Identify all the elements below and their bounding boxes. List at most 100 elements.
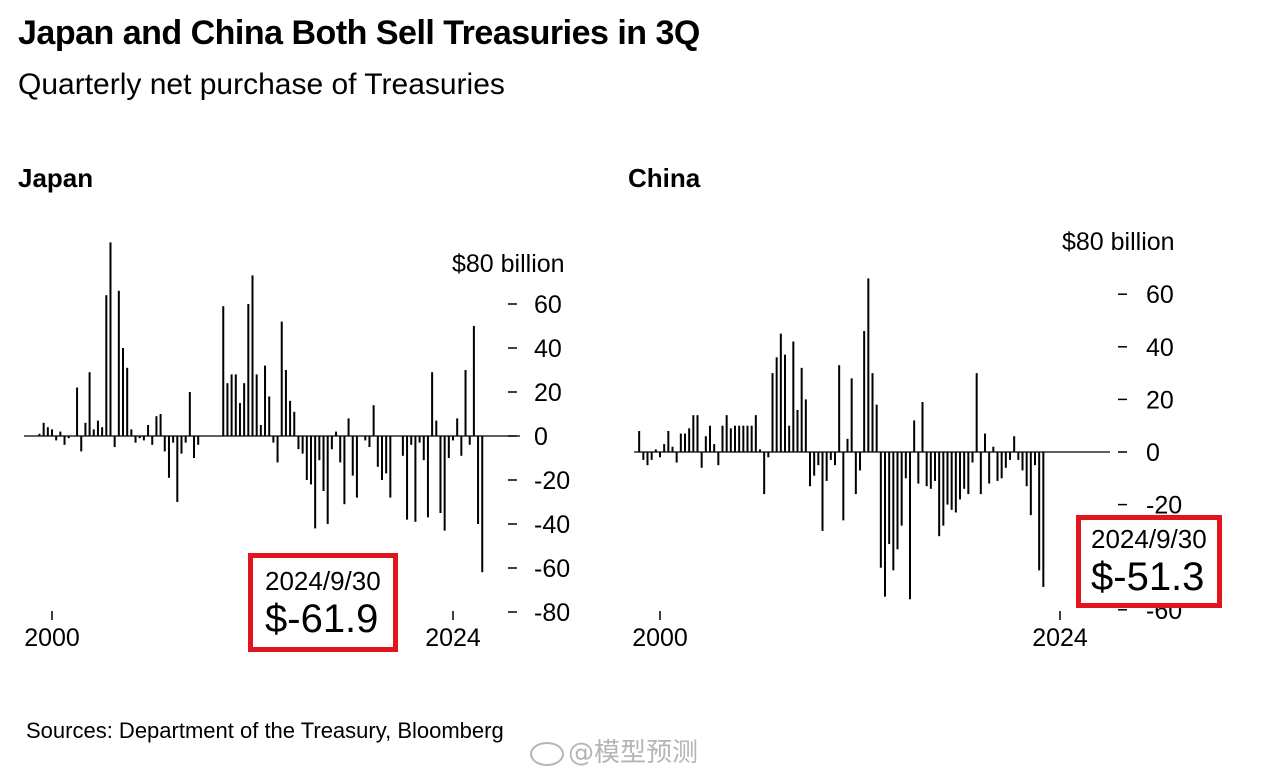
- japan-bar: [184, 436, 187, 443]
- japan-bar: [130, 429, 133, 436]
- japan-bar: [297, 436, 300, 450]
- weibo-icon: [530, 741, 564, 766]
- japan-bar: [51, 429, 53, 436]
- japan-bar: [418, 436, 421, 443]
- china-bar: [854, 452, 857, 495]
- japan-bar: [46, 427, 49, 436]
- china-bar: [946, 452, 949, 505]
- japan-bar: [355, 436, 358, 498]
- china-bar: [809, 452, 811, 487]
- japan-bar: [435, 420, 438, 436]
- china-bar: [667, 430, 670, 452]
- china-bar: [846, 438, 849, 452]
- japan-bar: [472, 326, 475, 436]
- japan-bar: [326, 436, 329, 524]
- china-bar: [954, 452, 957, 513]
- japan-bar: [385, 436, 388, 474]
- watermark-text: @模型预测: [568, 738, 699, 768]
- china-bar: [779, 333, 782, 452]
- japan-bar: [426, 436, 429, 518]
- japan-bar: [126, 367, 129, 436]
- china-bar: [704, 436, 707, 452]
- china-bar: [879, 452, 882, 568]
- china-bar: [675, 452, 678, 463]
- japan-bar: [406, 436, 409, 520]
- japan-bar: [343, 436, 346, 505]
- japan-bar: [389, 436, 392, 498]
- china-callout-box: 2024/9/30 $-51.3: [1076, 515, 1222, 608]
- china-y-tick-label: -20: [1146, 492, 1182, 520]
- china-bar: [942, 452, 945, 526]
- china-bar: [909, 452, 911, 600]
- china-bar: [759, 449, 761, 452]
- china-bar: [746, 425, 749, 452]
- japan-bar: [272, 436, 275, 443]
- japan-bar: [364, 436, 367, 441]
- japan-bar: [142, 436, 145, 441]
- japan-bar: [76, 387, 79, 436]
- japan-bar: [347, 418, 350, 436]
- china-y-tick-label: 40: [1146, 334, 1174, 362]
- japan-bar: [414, 436, 417, 522]
- china-bar: [638, 430, 641, 452]
- china-bar: [934, 452, 936, 481]
- japan-bar: [197, 436, 200, 445]
- china-bar: [938, 452, 941, 537]
- japan-bar: [230, 374, 233, 436]
- china-bar: [871, 373, 874, 452]
- japan-bar: [422, 436, 425, 461]
- china-bar: [742, 425, 745, 452]
- china-bar: [679, 433, 682, 452]
- japan-bar: [167, 436, 170, 478]
- japan-callout-date: 2024/9/30: [265, 566, 381, 596]
- china-bar: [967, 452, 970, 495]
- china-bar: [684, 433, 686, 452]
- japan-y-tick-label: -60: [534, 555, 570, 583]
- japan-bar: [113, 436, 116, 447]
- china-bar: [659, 452, 661, 458]
- china-bar: [829, 452, 832, 460]
- japan-bar: [92, 429, 95, 436]
- japan-bar: [109, 242, 112, 436]
- china-unit-label: $80 billion: [1062, 228, 1175, 256]
- china-bar: [1025, 452, 1028, 487]
- japan-bar: [122, 348, 125, 436]
- japan-bar: [67, 436, 70, 439]
- japan-y-tick-label: 20: [534, 379, 562, 407]
- japan-bar: [447, 436, 450, 458]
- japan-bar: [284, 370, 287, 436]
- japan-bar: [452, 436, 454, 441]
- japan-bar: [255, 374, 258, 436]
- japan-bar: [155, 416, 158, 436]
- japan-y-tick-label: -80: [534, 599, 570, 627]
- japan-bar: [305, 436, 308, 480]
- china-bar: [925, 452, 928, 487]
- japan-bar: [264, 365, 267, 436]
- japan-bar: [259, 425, 262, 436]
- japan-bar: [372, 405, 375, 436]
- china-bar: [817, 452, 820, 466]
- china-bar: [821, 452, 824, 531]
- japan-x-tick-label: 2024: [425, 624, 481, 652]
- china-bar: [875, 404, 878, 452]
- japan-bar: [380, 436, 383, 480]
- japan-bar: [55, 436, 58, 441]
- japan-y-tick-label: 60: [534, 291, 562, 319]
- japan-bar: [301, 436, 304, 454]
- china-bar: [996, 452, 999, 481]
- china-bar: [1013, 436, 1016, 452]
- japan-bar: [42, 422, 45, 436]
- japan-bar: [477, 436, 480, 524]
- japan-bar: [193, 436, 196, 458]
- china-bar: [688, 428, 691, 452]
- japan-bar: [151, 436, 154, 445]
- japan-bar: [339, 436, 342, 463]
- china-bar: [763, 452, 766, 495]
- japan-bar: [293, 411, 296, 436]
- china-bar: [738, 425, 741, 452]
- japan-bar: [318, 436, 321, 461]
- japan-callout-value: $-61.9: [265, 597, 379, 641]
- china-bar: [979, 452, 982, 495]
- chart-title: Japan and China Both Sell Treasuries in …: [18, 14, 700, 52]
- japan-bar: [222, 306, 225, 436]
